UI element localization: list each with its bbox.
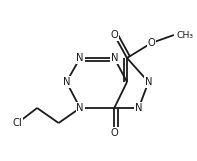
- Text: O: O: [110, 30, 118, 40]
- Text: N: N: [145, 77, 152, 87]
- Text: Cl: Cl: [13, 118, 22, 128]
- Text: N: N: [76, 53, 84, 63]
- Text: N: N: [76, 103, 84, 113]
- Text: O: O: [110, 128, 118, 138]
- Text: N: N: [135, 103, 142, 113]
- Text: N: N: [63, 77, 70, 87]
- Text: O: O: [148, 38, 155, 48]
- Text: CH₃: CH₃: [177, 30, 194, 39]
- Text: N: N: [111, 53, 118, 63]
